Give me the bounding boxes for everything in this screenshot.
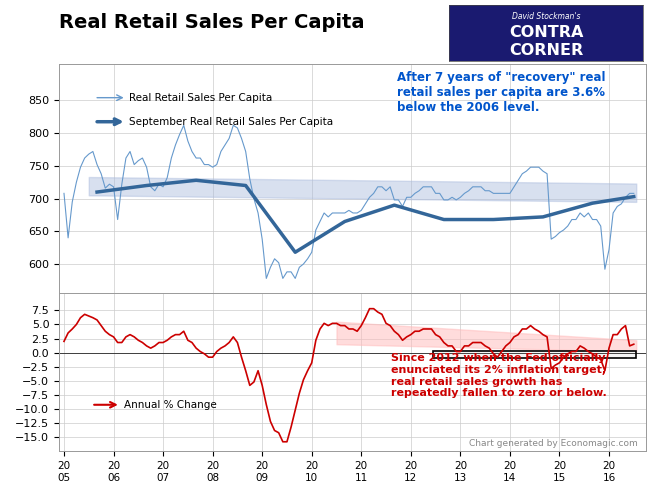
Text: September Real Retail Sales Per Capita: September Real Retail Sales Per Capita	[129, 117, 334, 126]
Text: After 7 years of "recovery" real
retail sales per capita are 3.6%
below the 2006: After 7 years of "recovery" real retail …	[397, 71, 605, 115]
Text: Chart generated by Economagic.com: Chart generated by Economagic.com	[468, 439, 638, 448]
Text: Real Retail Sales Per Capita: Real Retail Sales Per Capita	[59, 13, 365, 32]
Text: Since 2012 when the Fed officially
enunciated its 2% inflation target,
real reta: Since 2012 when the Fed officially enunc…	[391, 354, 607, 398]
Text: CONTRA: CONTRA	[509, 25, 583, 40]
Text: CORNER: CORNER	[509, 43, 583, 58]
Bar	[433, 351, 636, 358]
Text: Real Retail Sales Per Capita: Real Retail Sales Per Capita	[129, 93, 273, 103]
Text: David Stockman's: David Stockman's	[512, 11, 581, 20]
Text: Annual % Change: Annual % Change	[123, 400, 216, 410]
